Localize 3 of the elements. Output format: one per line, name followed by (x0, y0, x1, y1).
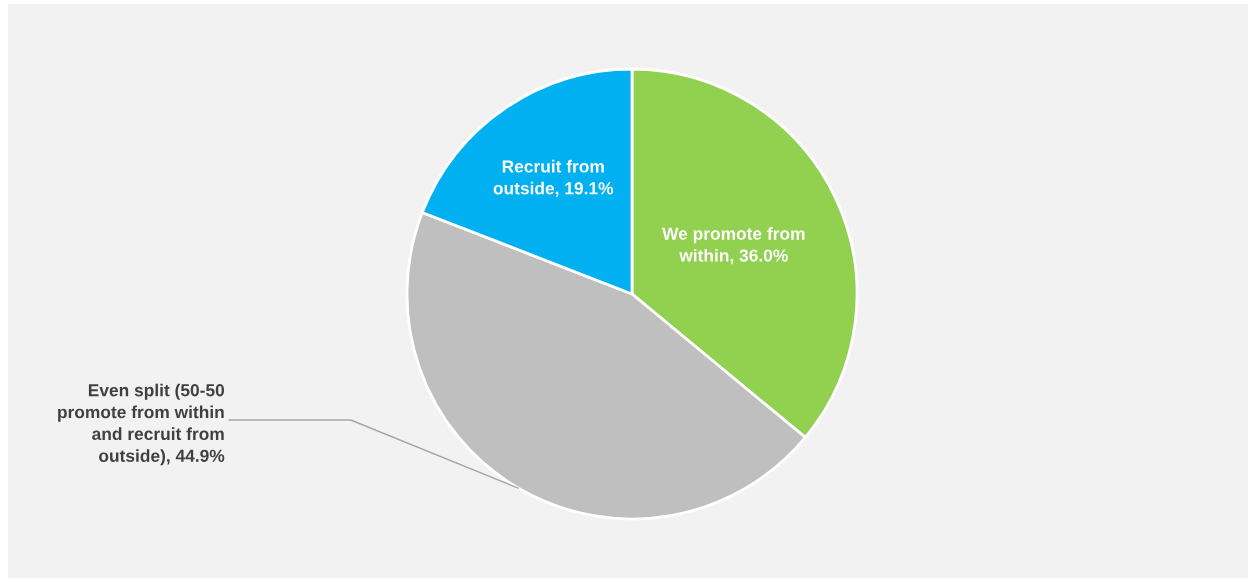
slice-label: Even split (50-50 promote from within and recruit from outside), 44.9% (58, 383, 225, 466)
slice-label: Recruit from outside, 19.1% (493, 159, 614, 197)
slice-label: We promote from within, 36.0% (662, 227, 805, 265)
